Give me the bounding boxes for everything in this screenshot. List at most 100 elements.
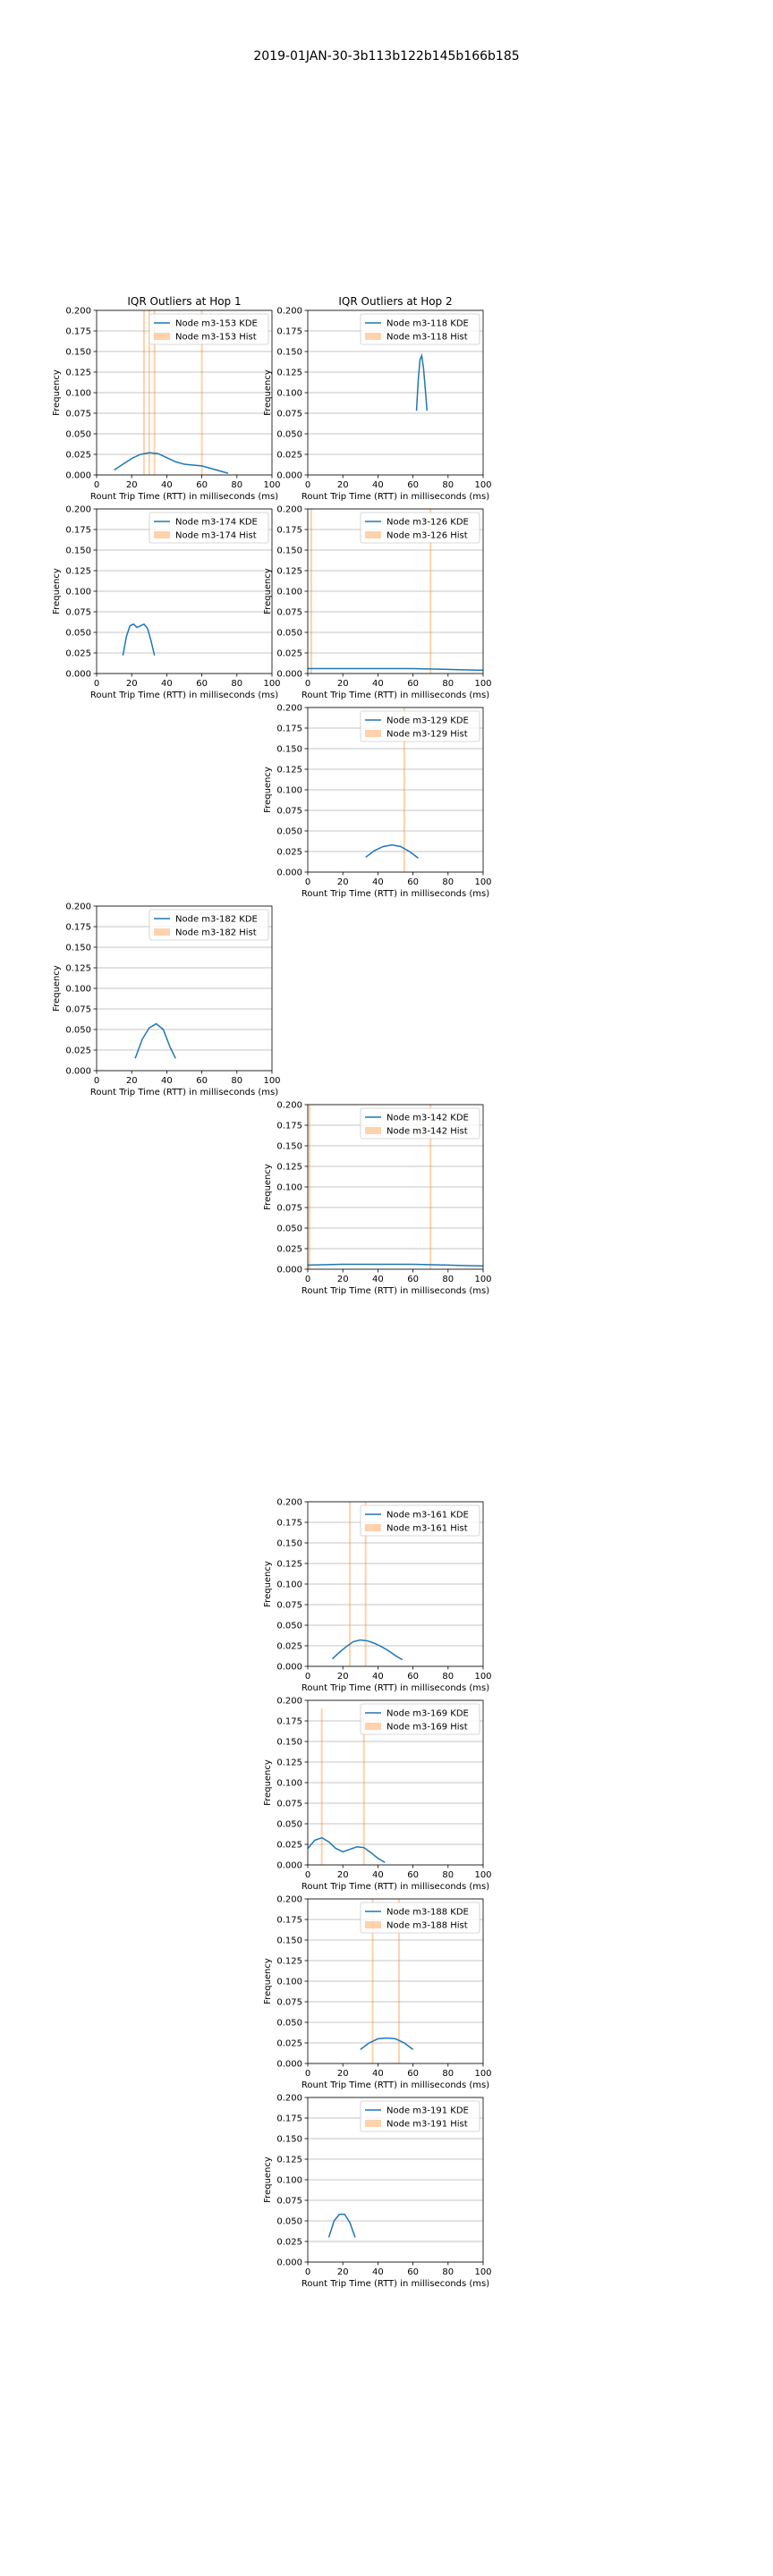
legend: Node m3-118 KDE Node m3-118 Hist — [360, 313, 480, 345]
y-tick-label: 0.200 — [276, 307, 302, 317]
x-axis-label: Rount Trip Time (RTT) in milliseconds (m… — [90, 1088, 278, 1097]
y-tick-label: 0.025 — [276, 1245, 302, 1255]
legend-box — [360, 313, 480, 345]
hist-bar — [142, 310, 145, 475]
legend: Node m3-191 KDE Node m3-191 Hist — [360, 2100, 480, 2132]
legend-hist-swatch — [365, 1723, 381, 1730]
y-tick-label: 0.025 — [276, 2039, 302, 2049]
y-tick-label: 0.100 — [65, 985, 91, 995]
y-tick-label: 0.150 — [276, 547, 302, 556]
legend-label: Node m3-153 Hist — [175, 333, 257, 343]
y-tick-label: 0.125 — [276, 1957, 302, 1967]
y-tick-label: 0.075 — [276, 410, 302, 419]
x-tick-label: 20 — [337, 679, 349, 689]
hist-bar — [362, 1708, 365, 1865]
x-tick-label: 20 — [337, 2267, 349, 2277]
legend-label: Node m3-169 KDE — [386, 1709, 469, 1719]
x-axis-label: Rount Trip Time (RTT) in milliseconds (m… — [302, 492, 489, 502]
y-tick-label: 0.025 — [65, 1046, 91, 1056]
x-tick-label: 40 — [372, 1870, 384, 1880]
subplot: 0.000 0.025 0.050 0.075 0.100 0.125 0.150 0.175… — [52, 505, 281, 701]
x-tick-label: 100 — [263, 679, 280, 689]
y-tick-label: 0.025 — [276, 1642, 302, 1652]
y-tick-label: 0.175 — [65, 923, 91, 933]
legend-hist-swatch — [365, 1127, 381, 1134]
x-tick-label: 0 — [305, 1870, 310, 1880]
y-tick-label: 0.000 — [276, 2258, 302, 2268]
x-tick-label: 20 — [126, 480, 138, 490]
y-tick-label: 0.025 — [276, 649, 302, 659]
y-axis-label: Frequency — [52, 568, 62, 614]
y-tick-label: 0.075 — [276, 1601, 302, 1611]
subplot: 0.000 0.025 0.050 0.075 0.100 0.125 0.150 0.175… — [52, 902, 281, 1098]
kde-line — [360, 2037, 414, 2050]
legend-label: Node m3-191 KDE — [386, 2106, 469, 2116]
legend-hist-swatch — [154, 531, 170, 538]
y-tick-label: 0.100 — [276, 389, 302, 399]
x-tick-label: 60 — [407, 2267, 419, 2277]
legend-label: Node m3-129 Hist — [386, 730, 468, 740]
x-tick-label: 80 — [442, 2069, 454, 2079]
y-tick-label: 0.200 — [276, 1697, 302, 1707]
y-axis-label: Frequency — [263, 1164, 273, 1210]
kde-line — [307, 1263, 484, 1267]
legend-label: Node m3-129 KDE — [386, 716, 469, 726]
y-axis-label: Frequency — [263, 568, 273, 614]
y-tick-label: 0.050 — [65, 629, 91, 639]
x-tick-label: 0 — [94, 480, 99, 490]
subplot: IQR Outliers at Hop 1 0.000 0.025 0.050 0.07… — [52, 295, 281, 502]
y-tick-label: 0.200 — [65, 307, 91, 317]
x-tick-label: 20 — [337, 2069, 349, 2079]
legend-label: Node m3-188 Hist — [386, 1921, 468, 1931]
x-tick-label: 40 — [161, 480, 173, 490]
x-tick-label: 80 — [442, 2267, 454, 2277]
x-tick-label: 80 — [442, 1870, 454, 1880]
legend-hist-swatch — [154, 928, 170, 936]
x-tick-label: 40 — [372, 679, 384, 689]
x-tick-label: 40 — [372, 2267, 384, 2277]
legend-hist-swatch — [365, 333, 381, 340]
hist-bar — [310, 509, 312, 674]
x-axis-label: Rount Trip Time (RTT) in milliseconds (m… — [302, 2080, 489, 2090]
legend-label: Node m3-126 KDE — [386, 518, 469, 528]
hist-bar — [308, 1105, 310, 1269]
hist-bar — [403, 708, 405, 872]
y-tick-label: 0.125 — [276, 1163, 302, 1173]
x-tick-label: 40 — [372, 1672, 384, 1682]
y-tick-label: 0.200 — [65, 505, 91, 515]
legend-label: Node m3-153 KDE — [175, 319, 258, 329]
legend-label: Node m3-142 KDE — [386, 1114, 469, 1123]
x-tick-label: 100 — [474, 2267, 491, 2277]
x-tick-label: 60 — [407, 480, 419, 490]
y-tick-label: 0.050 — [276, 1224, 302, 1234]
kde-line — [122, 623, 156, 656]
x-tick-label: 80 — [231, 480, 242, 490]
y-tick-label: 0.200 — [276, 1498, 302, 1508]
x-tick-label: 100 — [474, 1275, 491, 1284]
legend-box — [149, 313, 269, 345]
y-tick-label: 0.175 — [65, 327, 91, 337]
hist-bar — [371, 1899, 374, 2063]
x-tick-label: 20 — [126, 1076, 138, 1086]
x-tick-label: 20 — [337, 480, 349, 490]
y-tick-label: 0.100 — [276, 1183, 302, 1193]
x-tick-label: 100 — [474, 2069, 491, 2079]
y-tick-label: 0.125 — [276, 1560, 302, 1570]
legend: Node m3-126 KDE Node m3-126 Hist — [360, 512, 480, 544]
x-tick-label: 60 — [407, 1672, 419, 1682]
x-tick-label: 60 — [196, 679, 208, 689]
x-tick-label: 40 — [372, 2069, 384, 2079]
y-tick-label: 0.075 — [276, 1800, 302, 1809]
subplot-title: IQR Outliers at Hop 1 — [127, 295, 241, 308]
y-tick-label: 0.200 — [276, 505, 302, 515]
y-axis-label: Frequency — [263, 1759, 273, 1806]
y-tick-label: 0.200 — [276, 1101, 302, 1111]
x-axis-label: Rount Trip Time (RTT) in milliseconds (m… — [302, 691, 489, 700]
y-tick-label: 0.075 — [276, 1998, 302, 2008]
y-axis-label: Frequency — [52, 965, 62, 1012]
x-tick-label: 80 — [231, 1076, 242, 1086]
hist-bar — [364, 1502, 367, 1666]
x-tick-label: 60 — [407, 1870, 419, 1880]
x-tick-label: 60 — [407, 2069, 419, 2079]
x-tick-label: 100 — [474, 1672, 491, 1682]
